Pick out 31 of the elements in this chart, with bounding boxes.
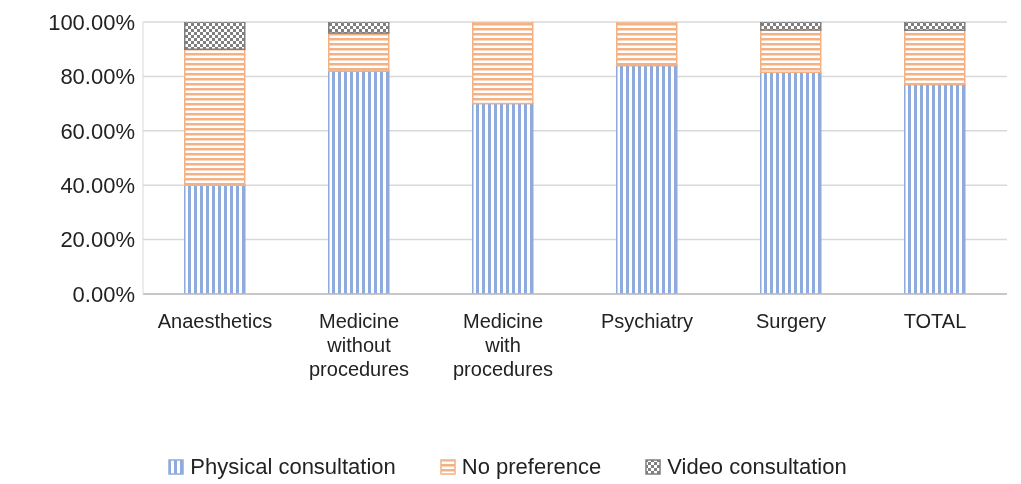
bar bbox=[760, 71, 822, 294]
x-tick-label: Surgery bbox=[755, 310, 827, 332]
legend-label: No preference bbox=[460, 454, 602, 480]
bar bbox=[904, 22, 966, 31]
x-tick-label: Medicine with procedures bbox=[452, 310, 554, 380]
x-tick-label: TOTAL bbox=[903, 310, 967, 332]
bar bbox=[616, 22, 678, 67]
bar bbox=[472, 102, 534, 294]
bar bbox=[904, 83, 966, 294]
y-tick-label: 80.00% bbox=[60, 64, 135, 90]
bar bbox=[616, 64, 678, 294]
y-tick-label: 100.00% bbox=[48, 9, 135, 35]
y-tick-label: 60.00% bbox=[60, 118, 135, 144]
bar bbox=[184, 22, 246, 50]
y-tick-label: 40.00% bbox=[60, 173, 135, 199]
bar bbox=[472, 22, 534, 105]
bar bbox=[328, 70, 390, 294]
bar bbox=[328, 32, 390, 72]
bar bbox=[328, 22, 390, 34]
bar bbox=[760, 29, 822, 74]
y-tick-label: 0.00% bbox=[72, 281, 135, 307]
bar bbox=[904, 29, 966, 86]
legend-label: Video consultation bbox=[666, 454, 847, 480]
legend-label: Physical consultation bbox=[189, 454, 396, 480]
y-tick-label: 20.00% bbox=[60, 227, 135, 253]
bar bbox=[184, 184, 246, 294]
x-tick-label: Medicine without procedures bbox=[308, 310, 410, 380]
x-tick-label: Anaesthetics bbox=[157, 310, 273, 332]
x-tick-label: Psychiatry bbox=[600, 310, 694, 332]
bar bbox=[184, 48, 246, 186]
bar bbox=[760, 22, 822, 31]
